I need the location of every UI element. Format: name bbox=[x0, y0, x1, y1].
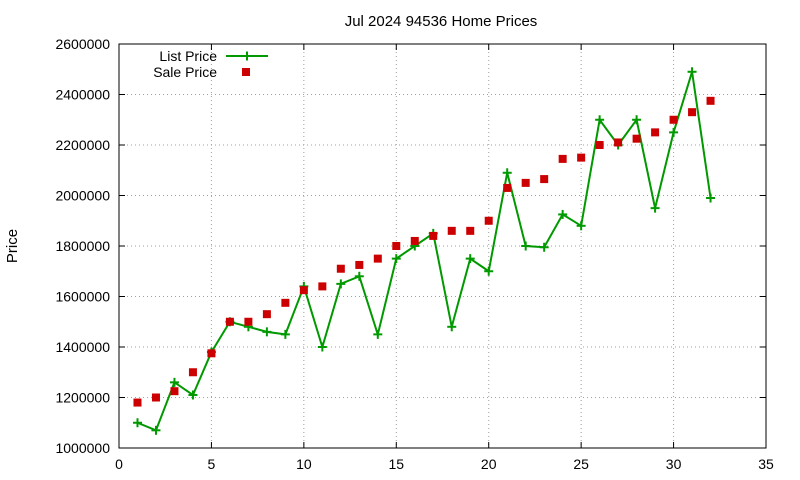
sale-price-point bbox=[336, 264, 345, 273]
x-tick-label: 35 bbox=[758, 456, 774, 472]
sale-price-point bbox=[632, 134, 641, 143]
series-line bbox=[137, 71, 712, 432]
y-tick-label: 2600000 bbox=[55, 36, 110, 52]
sale-price-point bbox=[614, 138, 623, 147]
list-price-point bbox=[706, 193, 716, 203]
y-tick-label: 1400000 bbox=[55, 339, 110, 355]
sale-price-point bbox=[170, 387, 179, 396]
sale-price-point bbox=[410, 236, 419, 245]
y-tick-label: 2000000 bbox=[55, 188, 110, 204]
list-price-point bbox=[521, 241, 531, 251]
y-axis: 1000000 1200000 1400000 1600000 1800000 20000… bbox=[55, 36, 766, 456]
x-tick-label: 0 bbox=[115, 456, 123, 472]
y-tick-label: 2200000 bbox=[55, 137, 110, 153]
plot-frame bbox=[118, 43, 767, 449]
sale-price-point bbox=[299, 286, 308, 295]
sale-price-point bbox=[503, 183, 512, 192]
sale-price-point bbox=[558, 154, 567, 163]
legend-marker bbox=[242, 68, 250, 76]
list-price-point bbox=[539, 242, 549, 252]
sale-price-point bbox=[373, 254, 382, 263]
x-tick-label: 10 bbox=[296, 456, 312, 472]
list-price-point bbox=[650, 203, 660, 213]
list-price-point bbox=[132, 418, 142, 428]
sale-price-point bbox=[262, 310, 271, 319]
sale-price-point bbox=[207, 349, 216, 358]
x-tick-label: 5 bbox=[208, 456, 216, 472]
sale-price-point bbox=[577, 153, 586, 162]
sale-price-point bbox=[688, 108, 697, 117]
sale-price-point bbox=[188, 368, 197, 377]
legend-marker bbox=[242, 51, 252, 61]
sale-price-point bbox=[318, 282, 327, 291]
list-price-point bbox=[354, 271, 364, 281]
y-tick-label: 1800000 bbox=[55, 238, 110, 254]
list-price-point bbox=[151, 425, 161, 435]
list-price-point bbox=[391, 254, 401, 264]
list-price-point bbox=[169, 377, 179, 387]
sale-price-point bbox=[484, 216, 493, 225]
sale-price-point bbox=[151, 393, 160, 402]
list-price-point bbox=[336, 279, 346, 289]
list-price-point bbox=[465, 254, 475, 264]
sale-price-point bbox=[225, 317, 234, 326]
list-price-point bbox=[373, 329, 383, 339]
series-1 bbox=[133, 96, 715, 407]
chart-title: Jul 2024 94536 Home Prices bbox=[345, 13, 538, 30]
y-tick-label: 1600000 bbox=[55, 289, 110, 305]
y-tick-label: 1200000 bbox=[55, 390, 110, 406]
list-price-point bbox=[687, 67, 697, 77]
sale-price-point bbox=[392, 242, 401, 250]
x-tick-label: 30 bbox=[666, 456, 682, 472]
list-price-point bbox=[669, 127, 679, 137]
y-axis-label: Price bbox=[4, 229, 21, 263]
list-price-point bbox=[262, 327, 272, 337]
sale-price-point bbox=[244, 317, 253, 326]
sale-price-point bbox=[651, 128, 660, 137]
list-price-point bbox=[280, 329, 290, 339]
sale-price-point bbox=[281, 298, 290, 307]
list-price-point bbox=[632, 115, 642, 125]
list-price-point bbox=[484, 266, 494, 276]
sale-price-point bbox=[669, 115, 678, 124]
sale-price-point bbox=[706, 96, 715, 105]
x-tick-label: 20 bbox=[481, 456, 497, 472]
legend-label: List Price bbox=[159, 48, 217, 64]
y-tick-label: 2400000 bbox=[55, 87, 110, 103]
y-tick-label: 1000000 bbox=[55, 440, 110, 456]
sale-price-point bbox=[447, 226, 456, 235]
sale-price-point bbox=[429, 231, 438, 240]
series-0 bbox=[132, 67, 716, 435]
series-layer bbox=[132, 67, 716, 435]
x-tick-label: 25 bbox=[573, 456, 589, 472]
legend-label: Sale Price bbox=[153, 64, 217, 80]
sale-price-point bbox=[466, 226, 475, 235]
x-axis: 0 5 10 15 20 25 30 35 bbox=[115, 44, 774, 472]
x-tick-label: 15 bbox=[388, 456, 404, 472]
list-price-point bbox=[317, 342, 327, 352]
grid bbox=[119, 44, 766, 448]
list-price-point bbox=[447, 322, 457, 332]
list-price-point bbox=[595, 115, 605, 125]
sale-price-point bbox=[540, 175, 549, 184]
list-price-point bbox=[502, 168, 512, 178]
list-price-point bbox=[188, 390, 198, 400]
sale-price-point bbox=[133, 398, 142, 407]
list-price-point bbox=[558, 209, 568, 219]
list-price-point bbox=[576, 221, 586, 231]
sale-price-point bbox=[355, 260, 364, 269]
sale-price-point bbox=[595, 141, 604, 149]
sale-price-point bbox=[521, 178, 530, 187]
